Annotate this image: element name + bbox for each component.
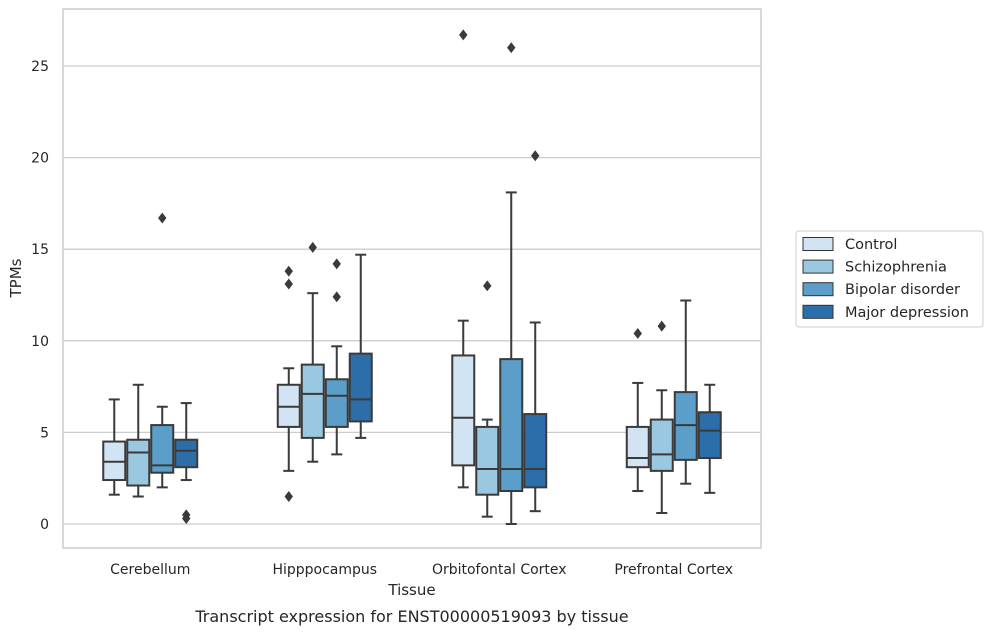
- box-0-0: [102, 398, 127, 496]
- box-3-3: [697, 383, 722, 494]
- box-1-1: [300, 241, 325, 463]
- box-body: [523, 413, 548, 489]
- box-body: [126, 438, 151, 487]
- legend-swatch: [802, 304, 834, 319]
- legend-item-0: Control: [802, 237, 897, 253]
- box-body: [300, 363, 325, 439]
- y-tick-20: 20: [31, 151, 49, 167]
- box-body: [348, 352, 373, 423]
- x-axis-label: Tissue: [387, 581, 435, 599]
- legend-frame: [795, 230, 984, 328]
- outlier-point: [332, 291, 341, 303]
- box-1-3: [348, 253, 373, 439]
- box-2-0: [451, 29, 476, 489]
- grid-lines: [63, 65, 761, 525]
- box-body: [475, 425, 500, 496]
- legend-item-1: Schizophrenia: [802, 259, 947, 276]
- legend-swatch: [802, 259, 834, 274]
- legend-item-2: Bipolar disorder: [802, 282, 960, 298]
- outlier-point: [483, 280, 492, 292]
- outlier-point: [284, 265, 293, 277]
- y-tick-5: 5: [40, 425, 49, 441]
- outlier-point: [459, 29, 468, 41]
- outlier-point: [158, 212, 167, 224]
- legend-label: Control: [845, 237, 897, 253]
- y-tick-10: 10: [31, 334, 49, 350]
- box-0-1: [126, 383, 151, 498]
- box-2-2: [499, 42, 524, 525]
- box-3-2: [673, 299, 698, 485]
- y-axis-label: TPMs: [7, 258, 25, 298]
- y-tick-25: 25: [31, 59, 49, 75]
- box-0-3: [174, 402, 199, 524]
- box-body: [625, 425, 650, 469]
- legend-label: Schizophrenia: [845, 260, 947, 276]
- outlier-point: [507, 42, 516, 54]
- legend: Control Schizophrenia Bipolar disorder Majo…: [795, 230, 984, 328]
- outlier-point: [284, 491, 293, 502]
- outlier-point: [531, 150, 540, 162]
- boxes: [102, 29, 722, 525]
- x-tick-labels: Cerebellum Hipppocampus Orbitofontal Corte…: [110, 562, 733, 578]
- box-3-1: [649, 320, 674, 515]
- x-tick-1: Hipppocampus: [272, 562, 377, 578]
- outlier-point: [332, 258, 341, 270]
- y-tick-15: 15: [31, 242, 49, 258]
- box-body: [451, 354, 476, 467]
- outlier-point: [284, 278, 293, 290]
- box-2-1: [475, 280, 500, 518]
- y-tick-0: 0: [40, 517, 49, 533]
- outlier-point: [182, 509, 191, 521]
- legend-swatch: [802, 237, 834, 251]
- box-1-0: [276, 265, 301, 502]
- legend-swatch: [802, 282, 834, 297]
- outlier-point: [308, 241, 317, 253]
- legend-item-3: Major depression: [802, 304, 969, 321]
- box-0-2: [150, 212, 175, 489]
- legend-label: Major depression: [845, 305, 969, 321]
- outlier-point: [657, 320, 666, 332]
- box-body: [697, 411, 722, 460]
- box-body: [324, 378, 349, 428]
- x-tick-0: Cerebellum: [110, 562, 190, 578]
- x-tick-3: Prefrontal Cortex: [614, 562, 733, 578]
- y-tick-labels: 0 5 10 15 20 25: [31, 59, 49, 533]
- legend-label: Bipolar disorder: [845, 282, 960, 298]
- box-3-0: [625, 328, 650, 493]
- x-tick-2: Orbitofontal Cortex: [432, 562, 567, 578]
- box-body: [499, 358, 524, 493]
- box-2-3: [523, 150, 548, 513]
- plot-area-frame: [62, 8, 762, 549]
- box-1-2: [324, 258, 349, 456]
- box-body: [150, 424, 175, 474]
- box-body: [174, 438, 199, 469]
- box-body: [649, 418, 674, 472]
- figure-caption: Transcript expression for ENST0000051909…: [194, 607, 628, 626]
- outlier-point: [633, 328, 642, 339]
